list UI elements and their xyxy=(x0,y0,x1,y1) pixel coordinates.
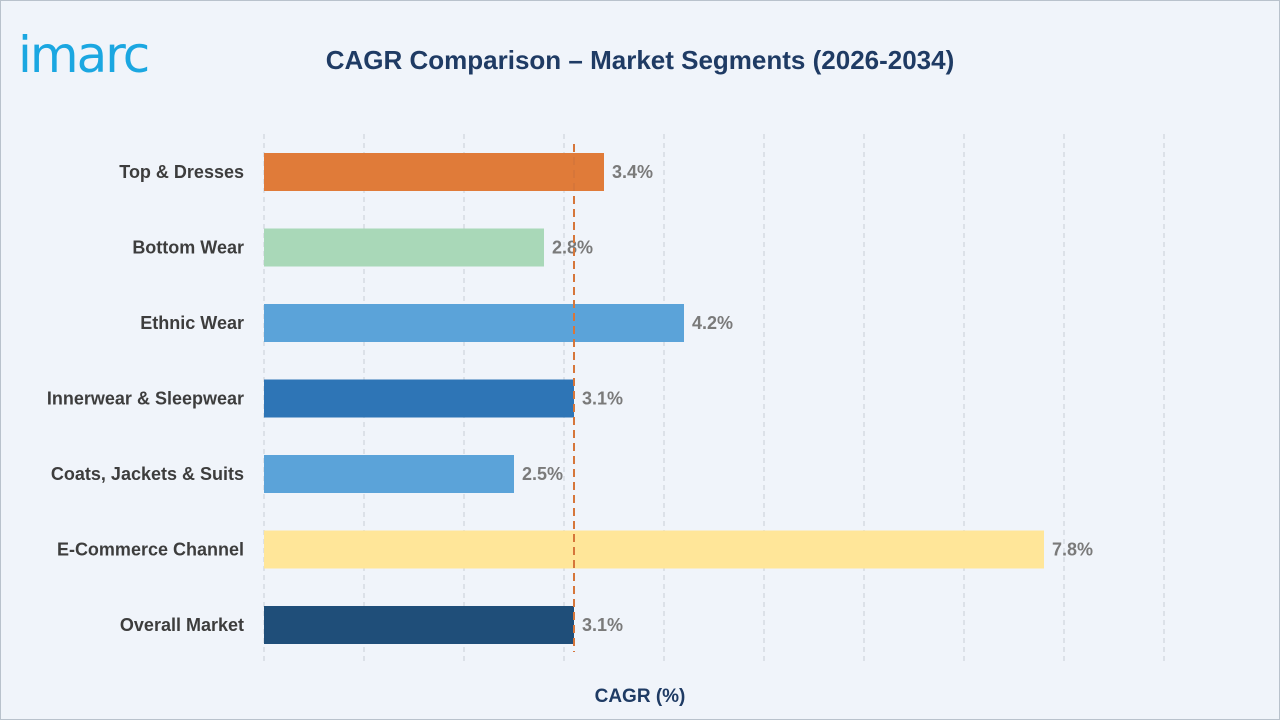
category-label: Ethnic Wear xyxy=(140,313,244,333)
value-label: 3.1% xyxy=(582,389,623,409)
value-label: 7.8% xyxy=(1052,540,1093,560)
category-label: Bottom Wear xyxy=(132,238,244,258)
value-label: 3.4% xyxy=(612,162,653,182)
bar xyxy=(264,153,604,191)
category-label: E-Commerce Channel xyxy=(57,540,244,560)
x-axis-label: CAGR (%) xyxy=(594,686,686,707)
bars xyxy=(264,153,1044,644)
value-label: 4.2% xyxy=(692,313,733,333)
value-label: 2.8% xyxy=(552,238,593,258)
category-label: Coats, Jackets & Suits xyxy=(51,464,244,484)
bar xyxy=(264,379,574,418)
value-label: 2.5% xyxy=(522,464,563,484)
category-label: Top & Dresses xyxy=(119,162,244,182)
value-label: 3.1% xyxy=(582,615,623,635)
imarc-logo: imarc xyxy=(18,26,150,84)
category-label: Innerwear & Sleepwear xyxy=(47,389,244,409)
bar xyxy=(264,530,1044,569)
bar xyxy=(264,304,684,342)
category-label: Overall Market xyxy=(120,615,244,635)
value-labels: 3.4% 2.8% 4.2% 3.1% 2.5% 7.8% 3.1% xyxy=(522,162,1093,635)
category-labels: Top & Dresses Bottom Wear Ethnic Wear Inner… xyxy=(47,162,244,635)
bar xyxy=(264,228,544,267)
bar xyxy=(264,455,514,493)
chart-title: CAGR Comparison – Market Segments (2026-… xyxy=(325,45,955,75)
bar xyxy=(264,606,574,644)
